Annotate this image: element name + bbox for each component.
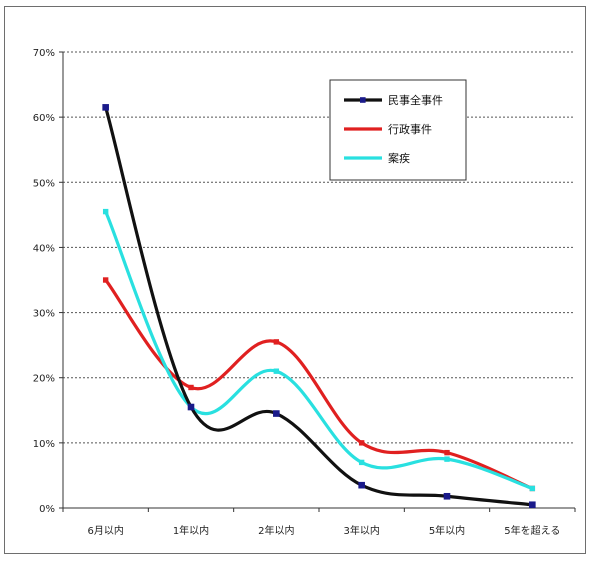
data-point bbox=[443, 492, 451, 500]
y-tick-label: 30% bbox=[33, 309, 55, 320]
legend-label: 民事全事件 bbox=[388, 93, 443, 107]
data-point bbox=[444, 449, 450, 456]
y-tick-label: 20% bbox=[33, 374, 55, 385]
y-tick-label: 70% bbox=[33, 48, 55, 59]
data-point bbox=[102, 277, 109, 283]
y-tick-label: 40% bbox=[33, 243, 55, 254]
x-tick-label: 6月以内 bbox=[87, 524, 123, 537]
data-point bbox=[529, 501, 536, 509]
data-point bbox=[358, 481, 365, 489]
gridlines bbox=[63, 51, 575, 444]
data-point bbox=[358, 459, 365, 466]
y-tick-label: 60% bbox=[33, 113, 55, 124]
x-axis-ticks: 6月以内 1年以内 2年以内 3年以内 5年以内 5年を超える bbox=[62, 508, 576, 537]
data-point bbox=[273, 339, 280, 345]
y-tick-label: 10% bbox=[33, 439, 55, 450]
y-tick-label: 0% bbox=[39, 504, 55, 515]
y-axis-ticks: 0% 10% 20% 30% 40% 50% 60% 70% bbox=[33, 48, 63, 515]
data-point bbox=[187, 403, 195, 411]
plot-area bbox=[63, 52, 575, 508]
x-tick-label: 5年以内 bbox=[429, 524, 465, 537]
data-point bbox=[102, 104, 109, 111]
legend-label: 案疾 bbox=[388, 151, 410, 165]
data-point bbox=[529, 485, 536, 492]
x-tick-label: 1年以内 bbox=[173, 524, 209, 537]
legend-label: 行政事件 bbox=[388, 122, 432, 136]
x-tick-label: 3年以内 bbox=[343, 524, 379, 537]
data-point bbox=[273, 368, 280, 374]
data-point bbox=[102, 208, 109, 215]
y-tick-label: 50% bbox=[33, 178, 55, 189]
data-point bbox=[444, 456, 450, 462]
series-lines bbox=[102, 104, 536, 509]
data-point bbox=[188, 384, 194, 391]
series-0 bbox=[102, 104, 536, 509]
x-tick-label: 2年以内 bbox=[258, 524, 294, 537]
data-point bbox=[358, 440, 365, 446]
x-tick-label: 5年を超える bbox=[504, 524, 560, 537]
legend-marker bbox=[360, 97, 366, 103]
data-point bbox=[273, 410, 280, 417]
